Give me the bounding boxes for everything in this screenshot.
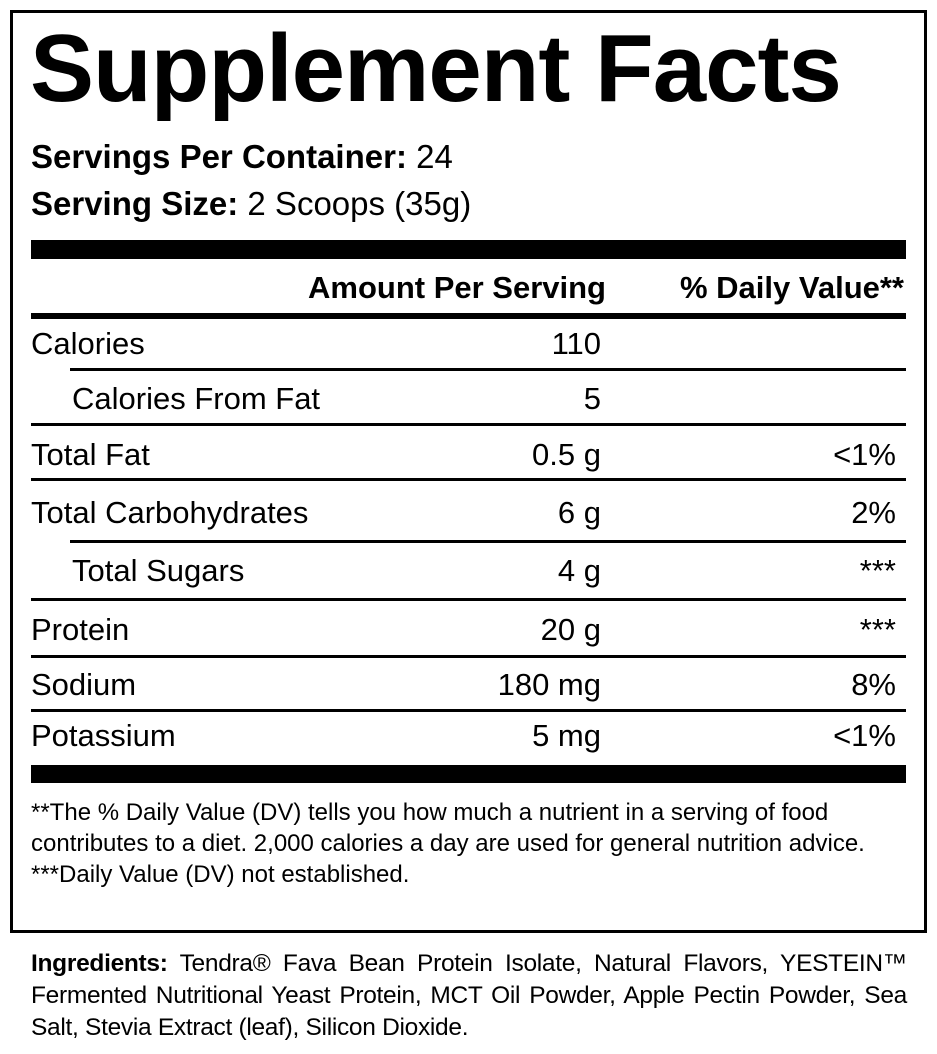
row-divider bbox=[70, 540, 906, 543]
daily-value-header: % Daily Value** bbox=[679, 270, 904, 305]
nutrient-daily-value: *** bbox=[859, 553, 896, 588]
nutrient-amount: 6 g bbox=[557, 495, 601, 530]
nutrient-daily-value: 2% bbox=[851, 495, 896, 530]
nutrient-row: Total Sugars 4 g *** bbox=[31, 551, 906, 591]
servings-per-container-label: Servings Per Container: bbox=[31, 138, 407, 175]
nutrient-daily-value: 8% bbox=[851, 667, 896, 702]
nutrient-row: Calories From Fat 5 bbox=[31, 379, 906, 419]
nutrient-amount: 5 mg bbox=[532, 718, 601, 753]
row-divider bbox=[70, 368, 906, 371]
row-divider bbox=[31, 598, 906, 601]
supplement-facts-panel bbox=[10, 10, 927, 933]
nutrient-name: Calories From Fat bbox=[72, 381, 321, 416]
nutrient-name: Protein bbox=[31, 612, 130, 647]
nutrient-row: Calories 110 bbox=[31, 324, 906, 364]
amount-per-serving-header: Amount Per Serving bbox=[308, 270, 606, 305]
nutrient-daily-value: <1% bbox=[833, 437, 896, 472]
servings-per-container-value: 24 bbox=[416, 138, 453, 175]
header-divider bbox=[31, 313, 906, 319]
ingredients-text: Tendra® Fava Bean Protein Isolate, Natur… bbox=[31, 950, 907, 1041]
nutrient-amount: 110 bbox=[551, 326, 601, 361]
thick-divider-bottom bbox=[31, 765, 906, 783]
ingredients-label: Ingredients: bbox=[31, 950, 168, 977]
row-divider bbox=[31, 478, 906, 481]
nutrient-daily-value: *** bbox=[859, 612, 896, 647]
nutrient-amount: 0.5 g bbox=[532, 437, 601, 472]
footnote-daily-value: **The % Daily Value (DV) tells you how m… bbox=[31, 799, 865, 857]
nutrient-name: Total Sugars bbox=[72, 553, 245, 588]
serving-size-value: 2 Scoops (35g) bbox=[247, 185, 472, 222]
nutrient-name: Total Carbohydrates bbox=[31, 495, 309, 530]
nutrient-name: Total Fat bbox=[31, 437, 150, 472]
nutrient-row: Total Carbohydrates 6 g 2% bbox=[31, 493, 906, 533]
row-divider bbox=[31, 709, 906, 712]
nutrient-amount: 20 g bbox=[540, 612, 601, 647]
ingredients: Ingredients: Tendra® Fava Bean Protein I… bbox=[31, 948, 907, 1044]
footnotes: **The % Daily Value (DV) tells you how m… bbox=[31, 797, 911, 890]
nutrient-daily-value: <1% bbox=[833, 718, 896, 753]
nutrient-row: Protein 20 g *** bbox=[31, 610, 906, 650]
nutrient-row: Total Fat 0.5 g <1% bbox=[31, 435, 906, 475]
nutrient-row: Sodium 180 mg 8% bbox=[31, 665, 906, 705]
serving-size-label: Serving Size: bbox=[31, 185, 239, 222]
servings-per-container: Servings Per Container: 24 bbox=[31, 137, 453, 177]
footnote-not-established: ***Daily Value (DV) not established. bbox=[31, 861, 410, 888]
serving-size: Serving Size: 2 Scoops (35g) bbox=[31, 184, 471, 224]
nutrient-amount: 180 mg bbox=[497, 667, 601, 702]
row-divider bbox=[31, 655, 906, 658]
nutrient-name: Calories bbox=[31, 326, 145, 361]
nutrient-name: Sodium bbox=[31, 667, 137, 702]
nutrient-name: Potassium bbox=[31, 718, 176, 753]
nutrient-amount: 4 g bbox=[557, 553, 601, 588]
nutrient-row: Potassium 5 mg <1% bbox=[31, 716, 906, 756]
panel-title: Supplement Facts bbox=[30, 15, 842, 122]
thick-divider-top bbox=[31, 240, 906, 259]
row-divider bbox=[31, 423, 906, 426]
nutrient-amount: 5 bbox=[583, 381, 601, 416]
